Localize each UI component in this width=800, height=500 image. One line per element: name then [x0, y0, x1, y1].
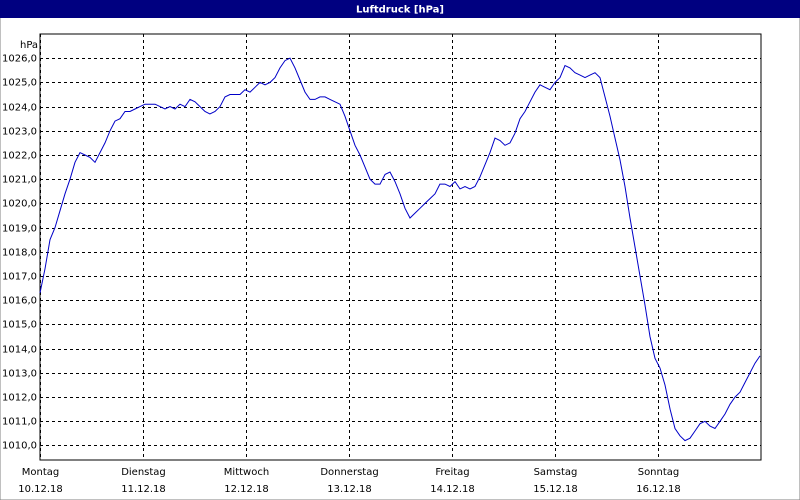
title-bar [0, 0, 800, 18]
y-tick-label: 1026,0 [2, 54, 37, 65]
y-tick-label: 1018,0 [2, 248, 37, 259]
x-tick-label: Sonntag [638, 467, 680, 478]
x-tick-date: 14.12.18 [430, 484, 475, 495]
y-tick-label: 1025,0 [2, 78, 37, 89]
y-tick-label: 1016,0 [2, 296, 37, 307]
x-tick-label: Mittwoch [224, 467, 269, 478]
y-tick-label: 1021,0 [2, 175, 37, 186]
y-tick-label: 1024,0 [2, 103, 37, 114]
x-tick-label: Donnerstag [320, 467, 378, 478]
y-tick-label: 1010,0 [2, 441, 37, 452]
y-tick-label: 1023,0 [2, 127, 37, 138]
y-tick-label: 1011,0 [2, 417, 37, 428]
chart-title: Luftdruck [hPa] [356, 5, 444, 16]
y-tick-label: 1017,0 [2, 272, 37, 283]
y-tick-label: 1020,0 [2, 199, 37, 210]
y-tick-label: 1015,0 [2, 320, 37, 331]
y-tick-label: 1013,0 [2, 369, 37, 380]
x-tick-date: 11.12.18 [121, 484, 166, 495]
y-tick-label: 1014,0 [2, 345, 37, 356]
y-tick-label: 1022,0 [2, 151, 37, 162]
y-tick-label: 1012,0 [2, 393, 37, 404]
x-tick-label: Dienstag [121, 467, 166, 478]
x-tick-label: Freitag [435, 467, 469, 478]
y-axis-label: hPa [20, 40, 38, 51]
x-tick-date: 16.12.18 [636, 484, 681, 495]
x-tick-date: 13.12.18 [327, 484, 372, 495]
data-line [39, 57, 761, 442]
x-tick-date: 12.12.18 [224, 484, 269, 495]
x-tick-label: Samstag [534, 467, 578, 478]
y-tick-label: 1019,0 [2, 224, 37, 235]
x-tick-date: 15.12.18 [533, 484, 578, 495]
x-tick-date: 10.12.18 [18, 484, 63, 495]
x-tick-label: Montag [22, 467, 59, 478]
